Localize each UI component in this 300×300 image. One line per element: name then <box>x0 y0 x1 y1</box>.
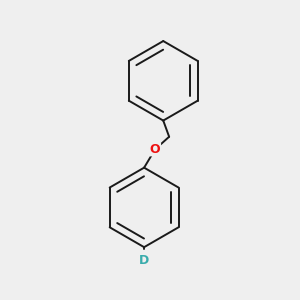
Text: D: D <box>139 254 149 267</box>
Text: O: O <box>150 143 160 156</box>
